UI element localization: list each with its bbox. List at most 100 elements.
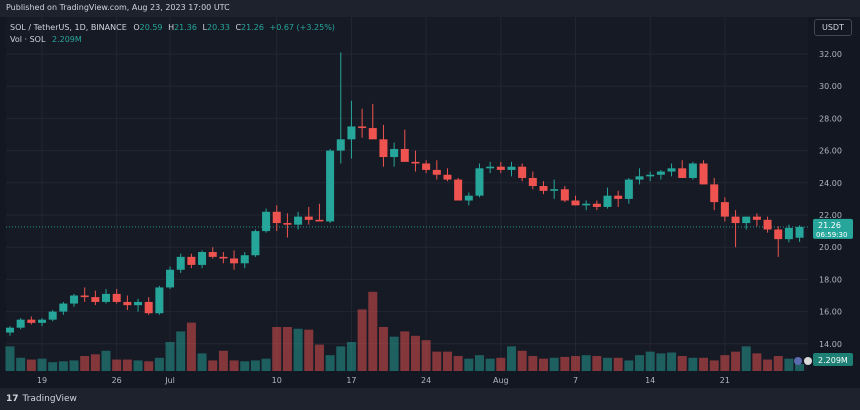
candle-body[interactable] <box>678 168 687 178</box>
candle-body[interactable] <box>315 219 324 222</box>
candle-body[interactable] <box>603 195 612 207</box>
tradingview-logo[interactable]: 17 TradingView <box>6 394 77 404</box>
candle-body[interactable] <box>774 229 783 240</box>
candle-body[interactable] <box>731 216 740 224</box>
volume-bar <box>304 329 314 371</box>
candle-body[interactable] <box>752 216 761 220</box>
candle-body[interactable] <box>390 148 399 158</box>
candle-body[interactable] <box>763 219 772 230</box>
currency-button[interactable]: USDT <box>814 19 852 36</box>
candle-body[interactable] <box>166 269 175 288</box>
candle-body[interactable] <box>646 174 655 177</box>
candle-body[interactable] <box>38 319 47 323</box>
candle-body[interactable] <box>187 256 196 265</box>
candle-body[interactable] <box>795 226 804 238</box>
volume-bar <box>282 327 292 371</box>
candle-body[interactable] <box>262 211 271 232</box>
candle-body[interactable] <box>283 223 292 225</box>
candle-body[interactable] <box>176 256 185 270</box>
x-axis-label: Jul <box>164 376 175 385</box>
candle-body[interactable] <box>368 128 377 140</box>
candle-body[interactable] <box>475 168 484 196</box>
candle-body[interactable] <box>667 168 676 172</box>
candle-body[interactable] <box>80 295 89 298</box>
candle-body[interactable] <box>720 202 729 217</box>
candle-body[interactable] <box>251 231 260 256</box>
candle-body[interactable] <box>347 126 356 140</box>
country-flag-icon[interactable] <box>804 357 812 365</box>
symbol-title[interactable]: SOL / TetherUS, 1D, BINANCE <box>10 23 127 32</box>
candle-body[interactable] <box>784 227 793 240</box>
candle-body[interactable] <box>656 171 665 175</box>
candle-body[interactable] <box>358 126 367 129</box>
volume-title[interactable]: Vol · SOL <box>10 35 46 44</box>
candle-body[interactable] <box>635 176 644 180</box>
candle-body[interactable] <box>422 163 431 170</box>
candle-body[interactable] <box>230 258 239 264</box>
candle-body[interactable] <box>48 311 57 320</box>
volume-bar <box>410 335 420 371</box>
candle-body[interactable] <box>443 174 452 180</box>
candle-body[interactable] <box>70 295 79 304</box>
candle-body[interactable] <box>208 252 217 257</box>
candle-body[interactable] <box>539 186 548 191</box>
volume-bar <box>464 358 474 371</box>
x-axis-label: 19 <box>37 376 47 385</box>
volume-bar <box>90 354 100 371</box>
volume-bar <box>731 351 741 371</box>
candle-body[interactable] <box>59 303 68 312</box>
candle-body[interactable] <box>518 166 527 178</box>
candle-body[interactable] <box>400 148 409 162</box>
volume-bar <box>336 346 346 371</box>
candle-body[interactable] <box>592 203 601 207</box>
candle-body[interactable] <box>464 195 473 201</box>
y-axis-label: 26.00 <box>819 147 842 156</box>
x-axis-label: 24 <box>421 376 431 385</box>
candle-body[interactable] <box>304 216 313 220</box>
candle-body[interactable] <box>496 166 505 170</box>
candle-body[interactable] <box>102 293 111 302</box>
candle-body[interactable] <box>16 319 25 328</box>
candle-body[interactable] <box>112 293 121 302</box>
candle-body[interactable] <box>134 301 143 306</box>
candle-body[interactable] <box>6 327 14 333</box>
change-value: +0.67 (+3.25%) <box>269 23 335 32</box>
candle-body[interactable] <box>219 256 228 259</box>
candle-body[interactable] <box>198 252 207 265</box>
candle-body[interactable] <box>27 319 36 323</box>
volume-bar <box>293 328 303 371</box>
candle-body[interactable] <box>528 177 537 187</box>
candle-body[interactable] <box>144 301 153 314</box>
candle-body[interactable] <box>582 203 591 206</box>
flag-icon[interactable] <box>794 357 802 365</box>
candle-body[interactable] <box>123 301 132 306</box>
candle-body[interactable] <box>742 216 751 224</box>
candle-body[interactable] <box>91 297 100 302</box>
candle-body[interactable] <box>710 184 719 203</box>
candle-body[interactable] <box>432 169 441 175</box>
volume-bar <box>240 361 250 371</box>
volume-bar <box>165 341 175 371</box>
candle-body[interactable] <box>486 166 495 169</box>
candle-body[interactable] <box>560 189 569 201</box>
candle-body[interactable] <box>326 150 335 222</box>
candle-body[interactable] <box>624 179 633 199</box>
volume-bar <box>688 357 698 371</box>
candle-body[interactable] <box>614 195 623 199</box>
candle-body[interactable] <box>379 139 388 158</box>
candle-body[interactable] <box>155 287 164 314</box>
candle-body[interactable] <box>411 161 420 164</box>
candle-body[interactable] <box>454 179 463 201</box>
candle-body[interactable] <box>550 189 559 191</box>
candle-body[interactable] <box>688 163 697 178</box>
candle-body[interactable] <box>571 200 580 206</box>
candle-body[interactable] <box>240 255 249 264</box>
candle-body[interactable] <box>294 216 303 225</box>
volume-bar <box>378 327 388 371</box>
candle-body[interactable] <box>507 166 516 170</box>
high-value: 21.36 <box>174 23 197 32</box>
candle-body[interactable] <box>272 211 281 224</box>
candle-body[interactable] <box>699 163 708 185</box>
candle-body[interactable] <box>336 139 345 151</box>
